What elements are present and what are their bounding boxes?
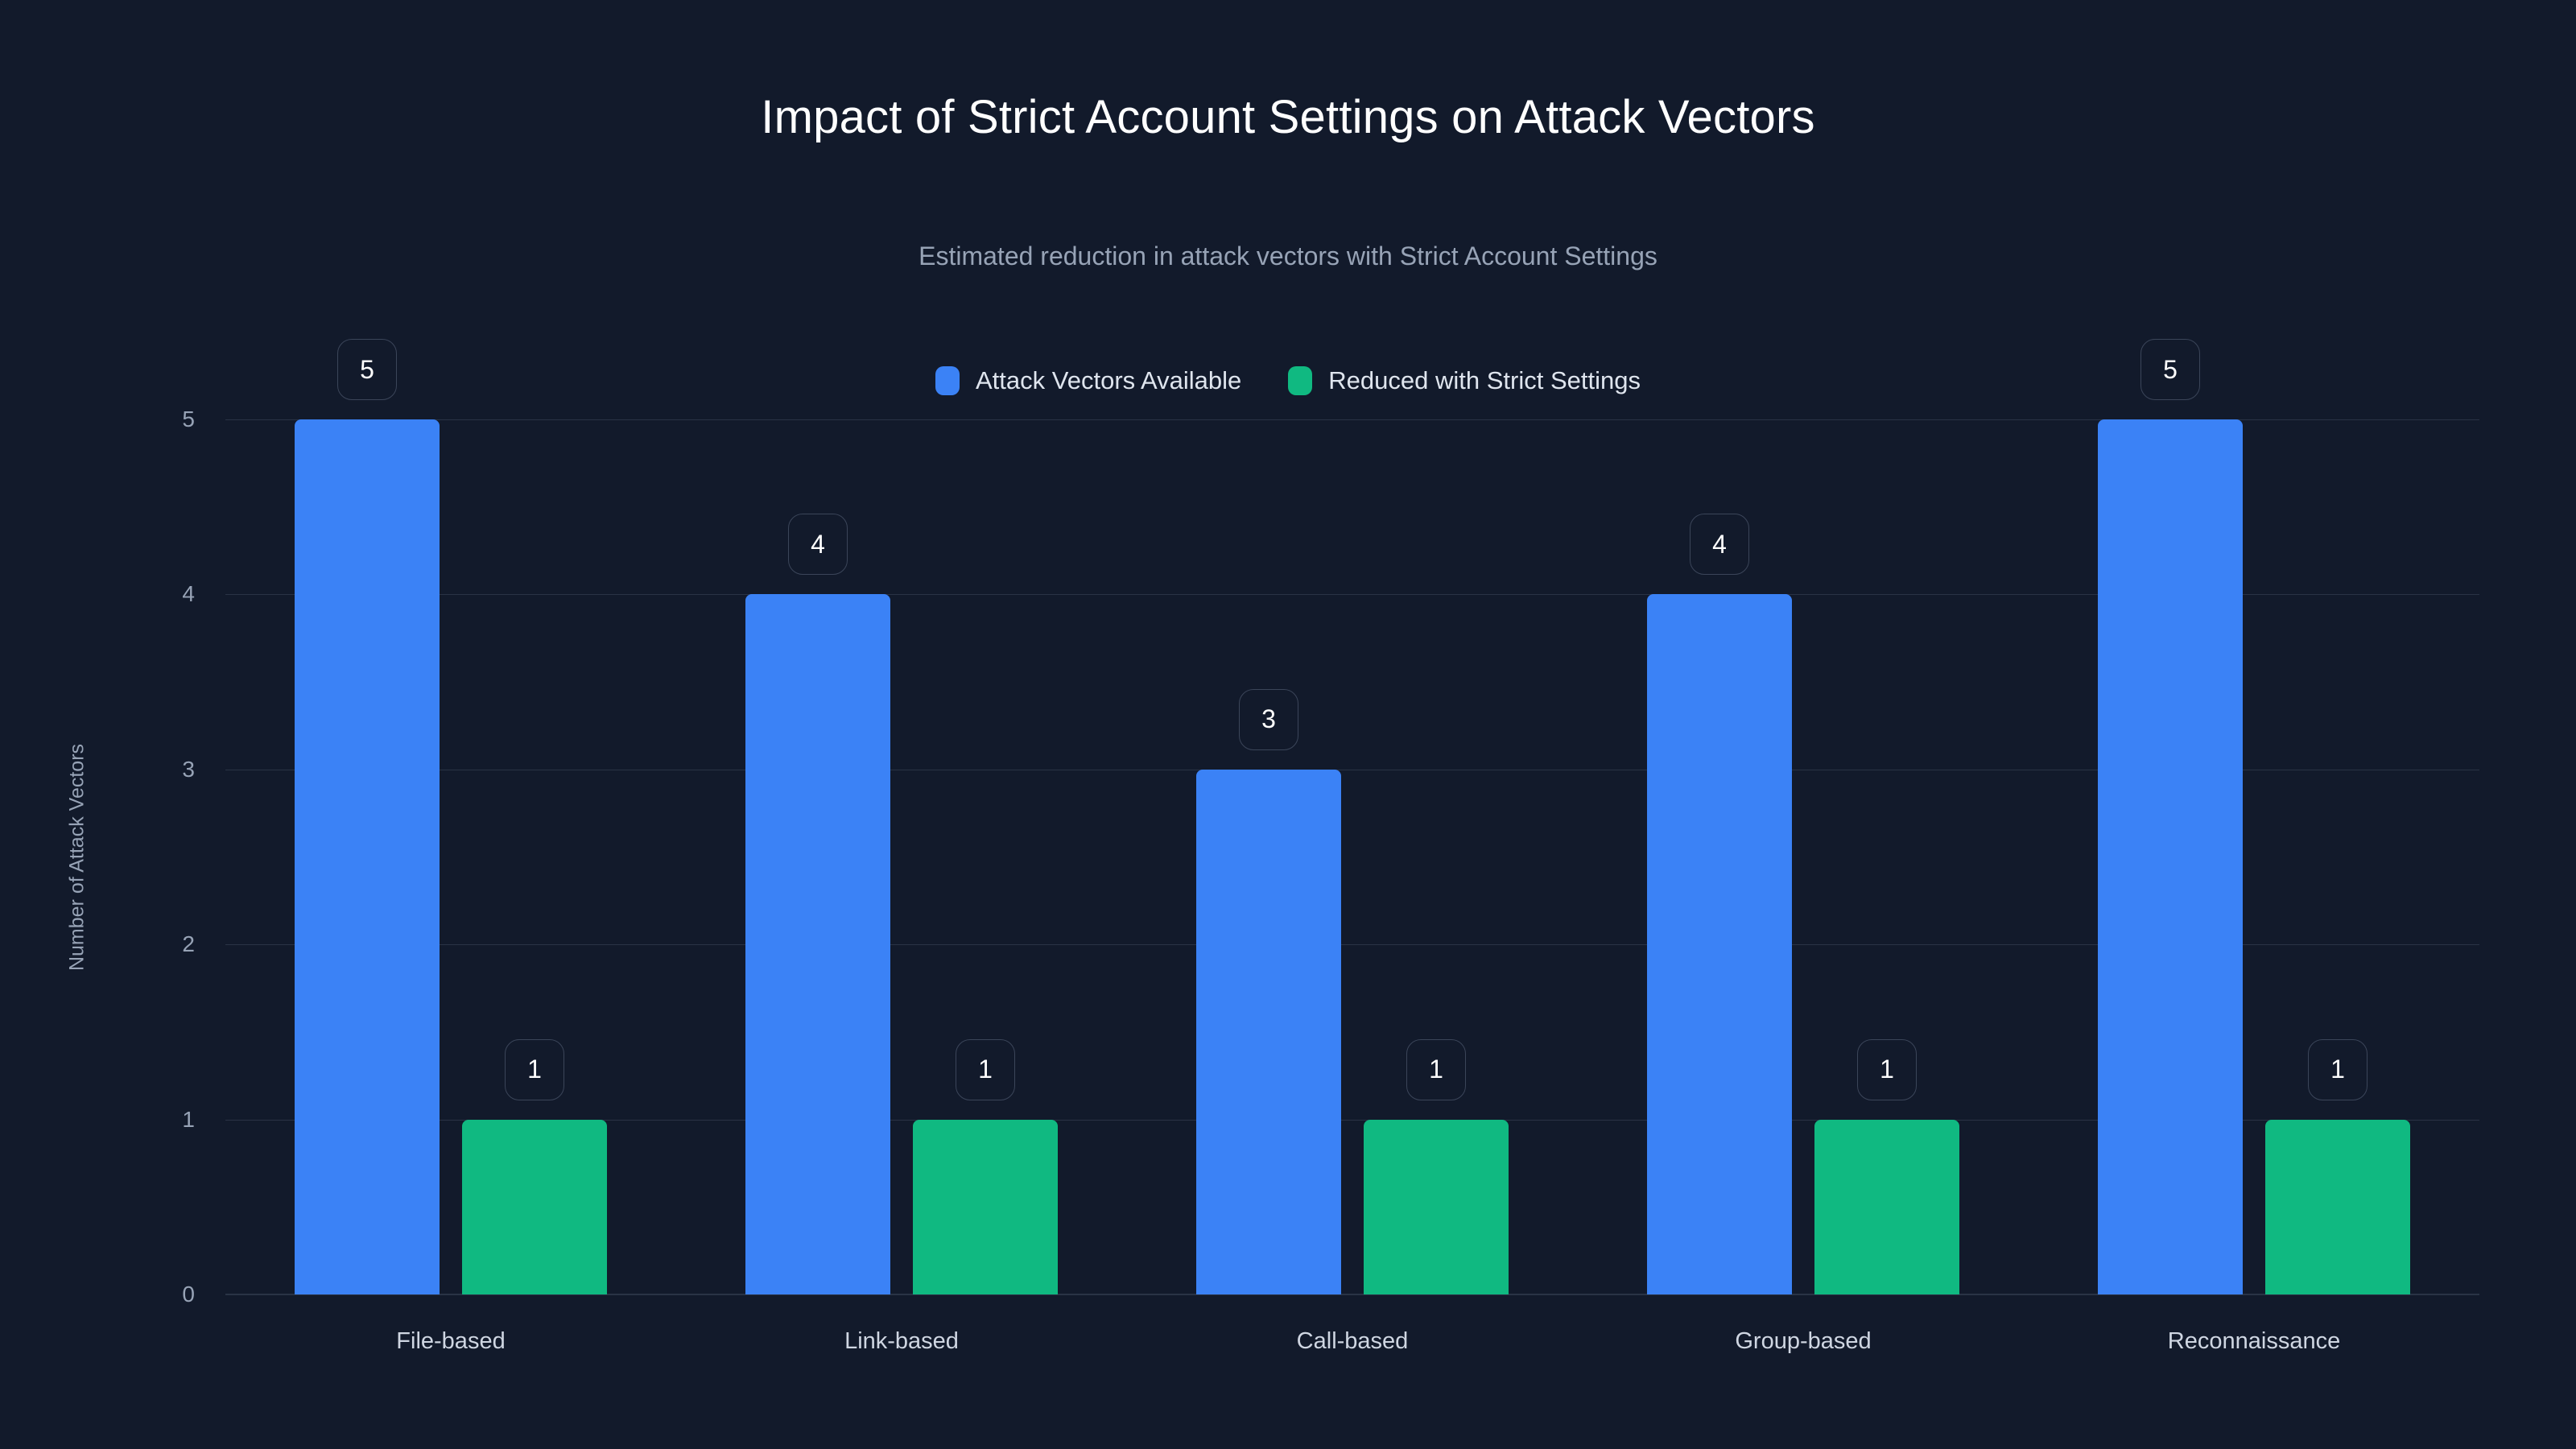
y-axis-tick-label: 3 — [182, 756, 195, 782]
y-axis-title: Number of Attack Vectors — [65, 743, 89, 972]
bar-group-based-series-0[interactable] — [1647, 594, 1792, 1294]
chart-legend: Attack Vectors Available Reduced with Str… — [0, 366, 2576, 395]
chart-title: Impact of Strict Account Settings on Att… — [761, 91, 1815, 143]
bar-value-badge: 5 — [337, 339, 397, 400]
bar-value-badge: 5 — [2140, 339, 2200, 400]
y-axis-tick-label: 5 — [182, 407, 195, 431]
gridline — [225, 594, 2479, 596]
bar-link-based-series-1[interactable] — [913, 1119, 1058, 1294]
gridline — [225, 1294, 2479, 1295]
bar-file-based-series-0[interactable] — [295, 419, 440, 1294]
y-axis-tick-label: 2 — [182, 931, 195, 957]
legend-item-1[interactable]: Reduced with Strict Settings — [1288, 366, 1641, 395]
bar-value-badge: 4 — [788, 514, 848, 576]
bar-value-badge: 1 — [956, 1038, 1015, 1100]
bar-file-based-series-1[interactable] — [462, 1119, 607, 1294]
legend-label: Attack Vectors Available — [976, 366, 1242, 394]
chart-subtitle: Estimated reduction in attack vectors wi… — [919, 242, 1657, 270]
bar-call-based-series-1[interactable] — [1364, 1119, 1509, 1294]
legend-swatch-icon — [935, 366, 960, 395]
bar-value-badge: 1 — [1406, 1038, 1466, 1100]
gridline — [225, 419, 2479, 420]
bar-value-badge: 1 — [1857, 1038, 1917, 1100]
legend-label: Reduced with Strict Settings — [1328, 366, 1641, 394]
bar-group-based-series-1[interactable] — [1814, 1119, 1959, 1294]
bar-value-badge: 4 — [1690, 514, 1749, 576]
bar-value-badge: 3 — [1239, 688, 1298, 750]
x-axis-label-1: Link-based — [844, 1328, 959, 1354]
x-axis-label-2: Call-based — [1296, 1328, 1409, 1354]
bar-value-badge: 1 — [2308, 1038, 2368, 1100]
bar-reconnaissance-series-0[interactable] — [2098, 419, 2243, 1294]
y-axis-tick-label: 4 — [182, 581, 195, 607]
plot-area — [225, 419, 2479, 1295]
bar-value-badge: 1 — [505, 1038, 564, 1100]
x-axis-label-4: Reconnaissance — [2167, 1328, 2341, 1354]
bar-link-based-series-0[interactable] — [745, 594, 890, 1294]
y-axis-tick-label: 0 — [182, 1282, 195, 1307]
bar-reconnaissance-series-1[interactable] — [2265, 1119, 2410, 1294]
legend-item-0[interactable]: Attack Vectors Available — [935, 366, 1241, 395]
bar-call-based-series-0[interactable] — [1196, 769, 1341, 1294]
x-axis-label-0: File-based — [396, 1328, 506, 1354]
y-axis-tick-label: 1 — [182, 1106, 195, 1132]
gridline — [225, 944, 2479, 946]
gridline — [225, 1119, 2479, 1121]
legend-swatch-icon — [1288, 366, 1313, 395]
x-axis-label-3: Group-based — [1735, 1328, 1872, 1354]
